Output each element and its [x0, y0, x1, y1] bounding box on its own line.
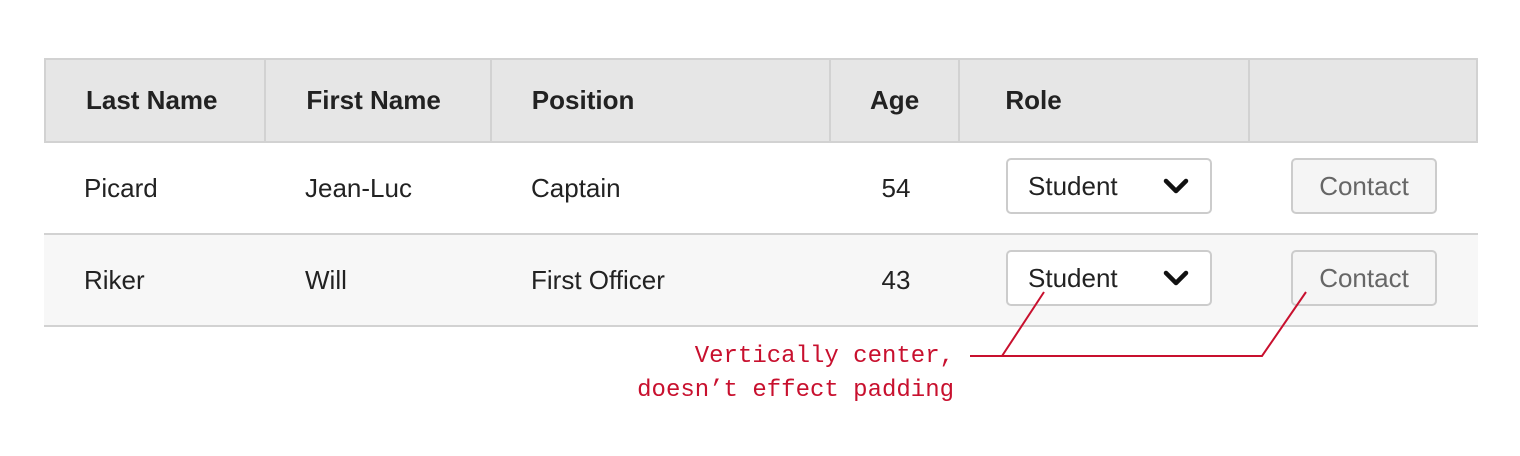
chevron-down-icon — [1163, 270, 1189, 286]
cell-action: Contact — [1251, 143, 1478, 233]
annotation-note: Vertically center, doesn’t effect padding — [637, 340, 954, 408]
header-position[interactable]: Position — [492, 60, 831, 141]
cell-role: Student — [961, 143, 1251, 233]
contact-button[interactable]: Contact — [1291, 250, 1437, 306]
table-row: Riker Will First Officer 43 Student Cont… — [44, 235, 1478, 327]
role-select-value: Student — [1028, 262, 1118, 293]
header-role[interactable]: Role — [960, 60, 1250, 141]
crew-table: Last Name First Name Position Age Role P… — [44, 58, 1478, 327]
header-last-name[interactable]: Last Name — [46, 60, 267, 141]
cell-position: First Officer — [531, 264, 665, 295]
cell-first-name: Will — [305, 264, 347, 295]
cell-action: Contact — [1251, 235, 1478, 325]
role-select-value: Student — [1028, 170, 1118, 201]
cell-last-name: Riker — [84, 264, 145, 295]
cell-first-name: Jean-Luc — [305, 172, 412, 203]
contact-button[interactable]: Contact — [1291, 158, 1437, 214]
annotation-line-1: Vertically center, — [694, 343, 954, 370]
annotation-line-2: doesn’t effect padding — [637, 377, 954, 404]
chevron-down-icon — [1163, 178, 1189, 194]
cell-position: Captain — [531, 172, 621, 203]
table-row: Picard Jean-Luc Captain 54 Student Conta… — [44, 143, 1478, 235]
table-header-row: Last Name First Name Position Age Role — [44, 58, 1478, 143]
cell-age: 54 — [881, 172, 911, 203]
header-age[interactable]: Age — [831, 60, 961, 141]
header-first-name[interactable]: First Name — [266, 60, 492, 141]
cell-age: 43 — [881, 264, 911, 295]
role-select[interactable]: Student — [1006, 158, 1212, 214]
cell-last-name: Picard — [84, 172, 158, 203]
